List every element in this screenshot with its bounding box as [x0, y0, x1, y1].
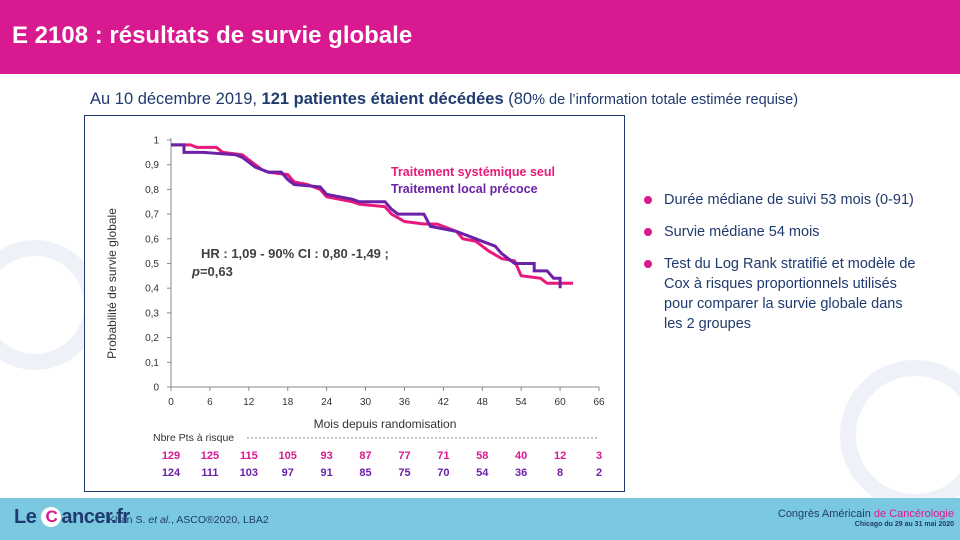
- x-tick-label: 24: [321, 397, 333, 408]
- y-axis-label: Probabilité de survie globale: [105, 208, 119, 359]
- y-tick-label: 0,5: [145, 259, 159, 270]
- risk-count: 40: [515, 450, 527, 462]
- congress-dates: Chicago du 29 au 31 mai 2020: [854, 521, 954, 528]
- risk-count: 125: [201, 450, 219, 462]
- y-tick-label: 0,2: [145, 333, 159, 344]
- risk-count: 8: [557, 467, 563, 479]
- decorative-circle: [840, 360, 960, 510]
- citation-authors: Khan S.: [108, 514, 149, 526]
- x-tick-label: 48: [477, 397, 489, 408]
- citation-source: , ASCO®2020, LBA2: [171, 514, 269, 526]
- series-line: [171, 143, 574, 285]
- x-tick-label: 12: [243, 397, 255, 408]
- hr-annotation: HR : 1,09 - 90% CI : 0,80 -1,49 ;: [201, 246, 389, 261]
- chart-canvas: 0 0,1 0,2 0,3 0,4 0,5 0,6 0,7 0,8 0,9 1 0 6 12 18 24 30 3…: [105, 136, 605, 480]
- x-tick-label: 18: [282, 397, 294, 408]
- bullet-item: Durée médiane de suivi 53 mois (0-91): [644, 190, 924, 210]
- risk-count: 93: [321, 450, 333, 462]
- x-tick-label: 54: [516, 397, 528, 408]
- bullet-text: Test du Log Rank stratifié et modèle de …: [664, 256, 916, 332]
- subtitle-text: (80: [503, 90, 533, 108]
- risk-count: 2: [596, 467, 602, 479]
- risk-count: 36: [515, 467, 527, 479]
- header-bar: E 2108 : résultats de survie globale: [0, 0, 960, 74]
- bullet-icon: [644, 260, 652, 268]
- risk-count: 129: [162, 450, 180, 462]
- risk-count: 105: [279, 450, 297, 462]
- citation: Khan S. et al., ASCO®2020, LBA2: [108, 514, 269, 526]
- y-tick-label: 0: [153, 383, 159, 394]
- risk-count: 75: [398, 467, 410, 479]
- risk-table-title: Nbre Pts à risque: [153, 432, 234, 444]
- risk-count: 12: [554, 450, 566, 462]
- congress-name-accent: de Cancérologie: [873, 508, 954, 520]
- risk-count: 58: [476, 450, 488, 462]
- risk-count: 71: [437, 450, 449, 462]
- subtitle-text: Au 10 décembre 2019,: [90, 90, 262, 108]
- subtitle-bold-text: 121 patientes étaient décédées: [261, 90, 504, 108]
- risk-count: 87: [359, 450, 371, 462]
- risk-count: 124: [162, 467, 181, 479]
- legend-entry: Traitement local précoce: [391, 182, 538, 196]
- x-tick-label: 6: [207, 397, 213, 408]
- subtitle-small-text: % de l’information totale estimée requis…: [532, 92, 799, 108]
- logo-c-icon: C: [41, 507, 62, 527]
- y-tick-label: 0,6: [145, 234, 159, 245]
- risk-count: 97: [282, 467, 294, 479]
- p-value-symbol: p: [191, 264, 200, 279]
- logo-text: ancer.fr: [61, 506, 130, 528]
- risk-count: 91: [321, 467, 333, 479]
- risk-count: 77: [398, 450, 410, 462]
- bullet-icon: [644, 196, 652, 204]
- y-tick-label: 0,7: [145, 210, 159, 221]
- y-tick-label: 0,4: [145, 284, 159, 295]
- risk-count: 103: [240, 467, 258, 479]
- x-tick-label: 60: [555, 397, 567, 408]
- risk-count: 70: [437, 467, 449, 479]
- x-tick-label: 66: [593, 397, 605, 408]
- risk-count: 3: [596, 450, 602, 462]
- risk-count: 115: [240, 450, 258, 462]
- x-tick-label: 0: [168, 397, 174, 408]
- x-tick-label: 30: [360, 397, 372, 408]
- y-tick-label: 0,1: [145, 358, 159, 369]
- risk-count: 54: [476, 467, 489, 479]
- x-tick-label: 36: [399, 397, 411, 408]
- key-points-list: Durée médiane de suivi 53 mois (0-91) Su…: [644, 190, 924, 346]
- risk-count: 111: [201, 467, 218, 479]
- page-title: E 2108 : résultats de survie globale: [12, 22, 413, 49]
- y-tick-label: 1: [153, 136, 159, 147]
- x-axis-label: Mois depuis randomisation: [314, 417, 457, 431]
- bullet-text: Durée médiane de suivi 53 mois (0-91): [664, 192, 914, 208]
- y-tick-label: 0,3: [145, 308, 159, 319]
- p-value-number: =0,63: [200, 264, 233, 279]
- risk-count: 85: [359, 467, 371, 479]
- x-tick-label: 42: [438, 397, 450, 408]
- bullet-text: Survie médiane 54 mois: [664, 224, 820, 240]
- y-tick-label: 0,8: [145, 185, 159, 196]
- congress-name: Congrès Américain: [777, 508, 874, 520]
- subtitle: Au 10 décembre 2019, 121 patientes étaie…: [90, 90, 920, 109]
- series-line: [171, 143, 562, 289]
- p-value-annotation: p=0,63: [191, 264, 233, 279]
- congress-logo: Congrès Américain de Cancérologie Chicag…: [778, 508, 954, 528]
- bullet-item: Test du Log Rank stratifié et modèle de …: [644, 254, 924, 334]
- legend-entry: Traitement systémique seul: [391, 165, 555, 179]
- logo-text: Le: [14, 506, 42, 528]
- survival-chart: 0 0,1 0,2 0,3 0,4 0,5 0,6 0,7 0,8 0,9 1 0 6 12 18 24 30 3…: [84, 115, 625, 492]
- bullet-icon: [644, 228, 652, 236]
- y-tick-label: 0,9: [145, 160, 159, 171]
- bullet-item: Survie médiane 54 mois: [644, 222, 924, 242]
- citation-etal: et al.: [148, 514, 172, 526]
